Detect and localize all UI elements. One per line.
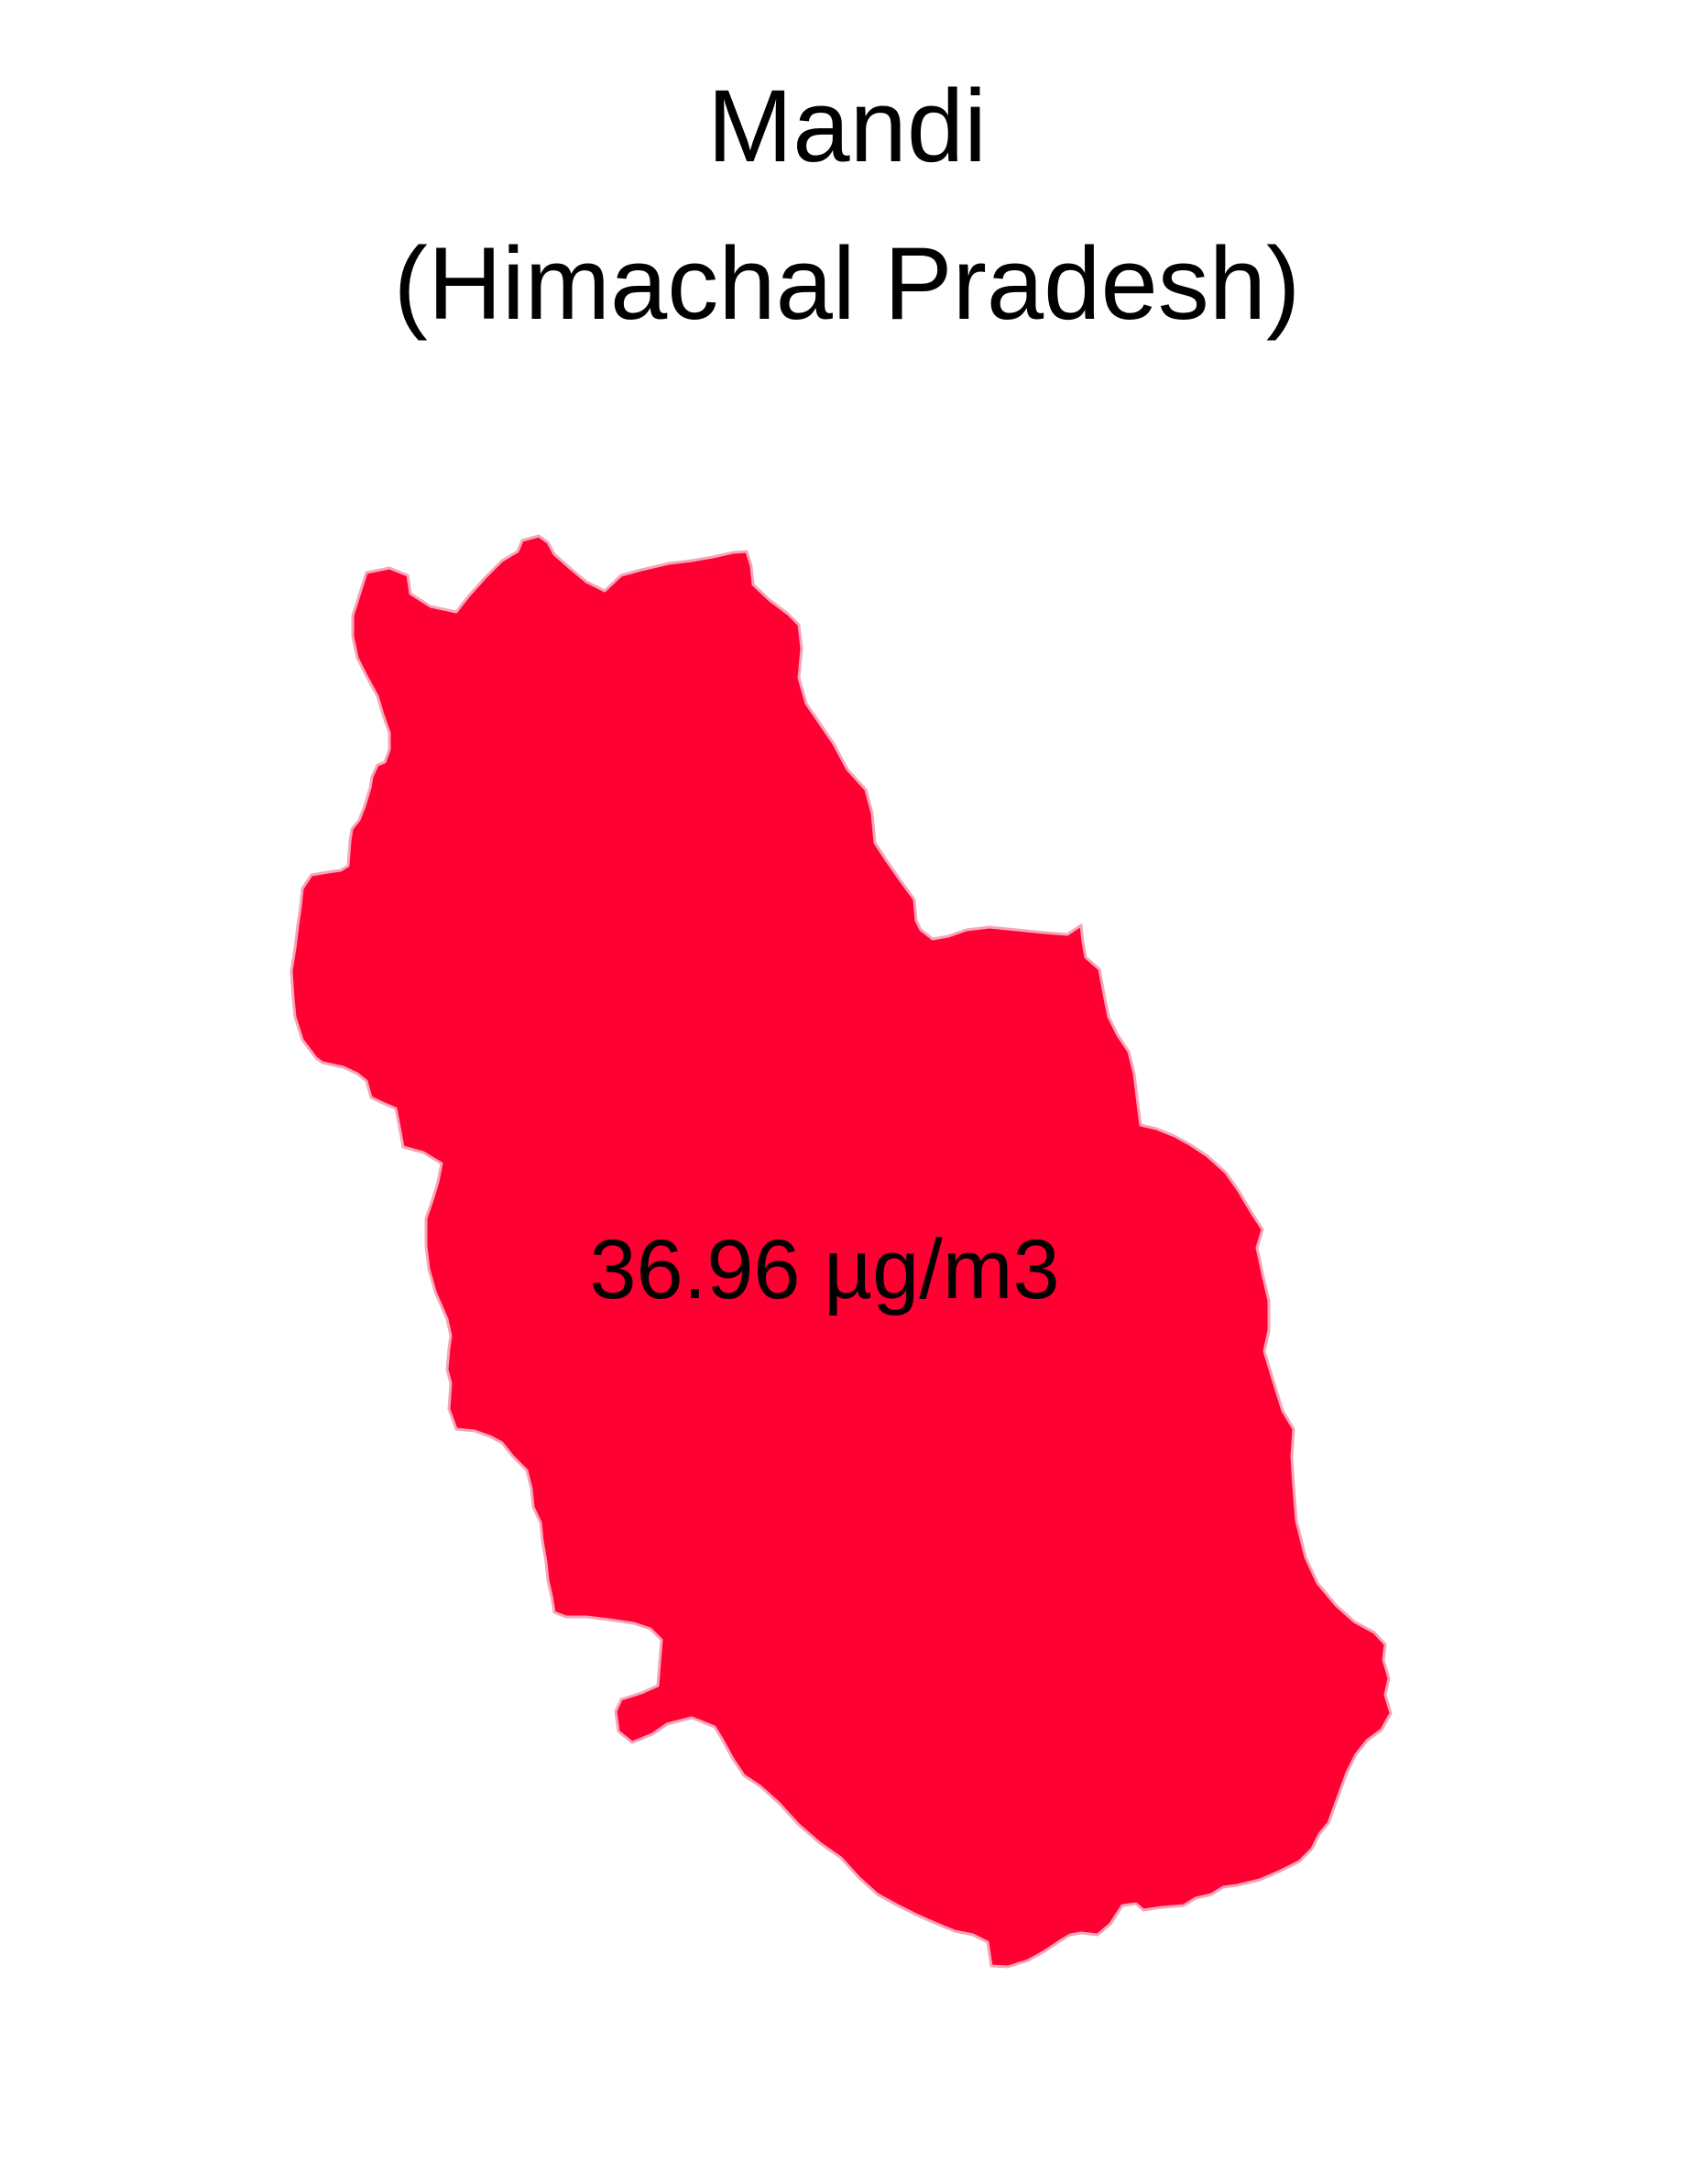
value-label: 36.96 µg/m3 [589,1223,1060,1316]
district-region-mandi [290,534,1393,1969]
map-title: Mandi [706,69,988,183]
map-subtitle: (Himachal Pradesh) [393,226,1301,341]
